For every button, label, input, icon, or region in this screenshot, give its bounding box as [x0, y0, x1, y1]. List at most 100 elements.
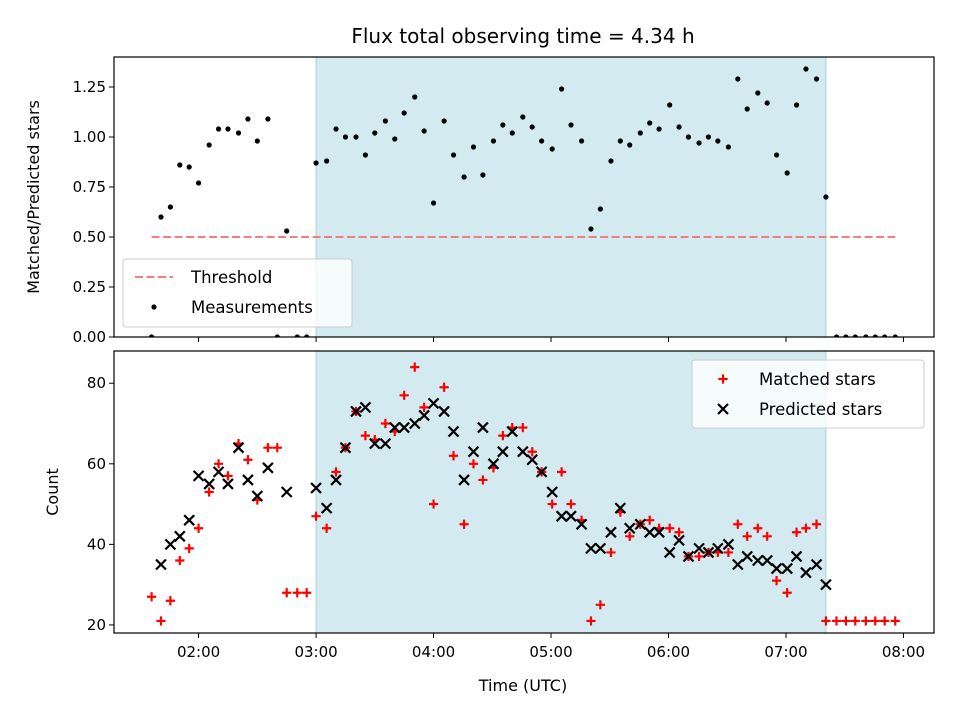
measurement-point [520, 114, 526, 120]
measurement-point [401, 110, 407, 116]
measurement-point [324, 158, 330, 164]
predicted-star-marker [722, 538, 735, 551]
predicted-star-marker [458, 474, 470, 486]
predicted-star-marker [555, 510, 568, 522]
data-layer [148, 66, 898, 337]
matched-star-marker [547, 499, 557, 509]
matched-star-marker [821, 616, 831, 626]
matched-star-marker [625, 531, 635, 541]
predicted-star-marker [693, 542, 705, 555]
plot-frame [113, 350, 935, 634]
matched-star-marker [165, 596, 175, 606]
measurement-point [430, 200, 437, 206]
x-axis-label: Time (UTC) [478, 676, 567, 695]
measurement-point [148, 334, 155, 337]
predicted-star-marker [280, 486, 293, 498]
measurement-point [676, 124, 682, 130]
measurement-point [705, 134, 712, 140]
measurement-point [215, 126, 222, 132]
matched-star-marker [518, 422, 528, 433]
predicted-star-marker [418, 409, 430, 422]
measurement-point [313, 160, 319, 166]
measurement-point [608, 158, 614, 164]
predicted-star-marker [183, 514, 195, 526]
measurement-point [421, 128, 427, 134]
predicted-star-marker [761, 554, 773, 567]
matched-star-marker [566, 499, 576, 509]
y-tick-label: 0.00 [73, 328, 106, 346]
predicted-star-marker [438, 405, 450, 418]
plot-frame [113, 56, 935, 338]
measurement-point [813, 76, 820, 82]
measurement-point [627, 142, 633, 148]
predicted-star-marker [427, 397, 440, 410]
predicted-star-marker [232, 441, 245, 454]
predicted-star-marker [682, 550, 695, 563]
measurement-point [558, 86, 565, 92]
matched-star-marker [723, 547, 734, 558]
predicted-star-marker [673, 534, 685, 547]
predicted-star-marker [732, 558, 744, 571]
predicted-star-marker [487, 458, 500, 470]
matched-star-marker [665, 523, 675, 533]
matched-star-marker [694, 551, 704, 562]
matched-star-marker [861, 616, 871, 626]
matched-star-marker [243, 455, 253, 465]
predicted-star-marker [369, 437, 381, 450]
measurement-point [637, 130, 643, 136]
predicted-star-marker [192, 470, 205, 482]
y-tick-label: 60 [87, 455, 106, 473]
predicted-star-marker [605, 526, 617, 539]
measurement-point [578, 138, 585, 144]
matched-star-marker [733, 519, 743, 529]
legend-measurements-swatch [151, 304, 157, 310]
y-axis-label: Count [43, 468, 62, 516]
measurement-point [685, 134, 692, 140]
measurement-point [245, 116, 251, 122]
measurement-point [764, 100, 770, 106]
y-tick-label: 1.25 [73, 78, 106, 96]
matched-star-marker [311, 511, 321, 521]
measurement-point [852, 334, 858, 337]
predicted-star-marker [712, 542, 724, 555]
measurement-point [490, 138, 497, 144]
measurement-point [441, 118, 447, 124]
predicted-star-marker [585, 542, 597, 555]
matched-star-marker [193, 523, 204, 533]
y-axis-label: Matched/Predicted stars [24, 100, 43, 294]
predicted-star-marker [653, 526, 665, 539]
matched-star-marker [890, 616, 900, 626]
legend-matched-swatch [718, 374, 728, 384]
legend-predicted-swatch [717, 403, 729, 415]
predicted-star-marker [359, 401, 372, 414]
matched-star-marker [175, 555, 185, 566]
x-tick-label: 06:00 [647, 643, 690, 661]
predicted-star-marker [643, 526, 656, 539]
predicted-star-marker [497, 445, 509, 458]
measurement-point [744, 106, 750, 112]
matched-star-marker [263, 443, 273, 453]
matched-star-marker [468, 459, 479, 469]
measurement-point [539, 138, 545, 144]
measurement-point [725, 144, 732, 150]
measurement-point [892, 334, 898, 337]
predicted-star-marker [310, 482, 322, 494]
predicted-star-marker [467, 445, 480, 458]
predicted-star-marker [164, 538, 177, 551]
measurement-point [470, 144, 477, 150]
matched-star-marker [272, 443, 282, 453]
matched-star-marker [223, 471, 233, 481]
measurement-point [882, 334, 888, 337]
measurement-point [755, 90, 761, 96]
matched-star-marker [674, 527, 684, 537]
measurement-point [647, 120, 653, 126]
predicted-star-marker [535, 466, 548, 478]
predicted-star-marker [702, 546, 715, 559]
predicted-star-marker [663, 546, 676, 559]
measurement-point [195, 180, 202, 186]
matched-star-marker [439, 382, 449, 392]
matched-star-marker [556, 467, 567, 477]
matched-star-marker [156, 616, 166, 626]
predicted-star-marker [155, 558, 167, 571]
